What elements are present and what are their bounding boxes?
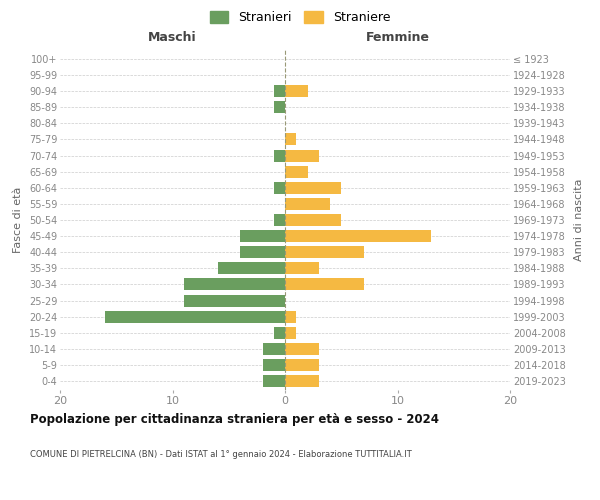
Bar xyxy=(285,150,319,162)
Bar xyxy=(263,359,285,371)
Bar xyxy=(218,262,285,274)
Bar xyxy=(285,375,319,387)
Bar xyxy=(274,327,285,339)
Bar xyxy=(184,278,285,290)
Bar xyxy=(274,214,285,226)
Bar xyxy=(285,182,341,194)
Bar xyxy=(263,375,285,387)
Bar xyxy=(285,262,319,274)
Bar xyxy=(240,246,285,258)
Bar xyxy=(105,310,285,322)
Bar xyxy=(285,134,296,145)
Bar xyxy=(274,182,285,194)
Bar xyxy=(263,343,285,355)
Bar xyxy=(285,198,330,210)
Text: Maschi: Maschi xyxy=(148,30,197,44)
Bar xyxy=(285,327,296,339)
Bar xyxy=(285,343,319,355)
Bar xyxy=(285,214,341,226)
Y-axis label: Anni di nascita: Anni di nascita xyxy=(574,179,584,261)
Bar xyxy=(274,101,285,113)
Bar xyxy=(285,246,364,258)
Bar xyxy=(240,230,285,242)
Bar xyxy=(285,85,308,97)
Bar xyxy=(285,230,431,242)
Text: COMUNE DI PIETRELCINA (BN) - Dati ISTAT al 1° gennaio 2024 - Elaborazione TUTTIT: COMUNE DI PIETRELCINA (BN) - Dati ISTAT … xyxy=(30,450,412,459)
Bar xyxy=(184,294,285,306)
Text: Popolazione per cittadinanza straniera per età e sesso - 2024: Popolazione per cittadinanza straniera p… xyxy=(30,412,439,426)
Text: Femmine: Femmine xyxy=(365,30,430,44)
Bar xyxy=(285,359,319,371)
Bar xyxy=(285,166,308,177)
Bar xyxy=(285,278,364,290)
Bar xyxy=(274,150,285,162)
Legend: Stranieri, Straniere: Stranieri, Straniere xyxy=(209,11,391,24)
Bar xyxy=(285,310,296,322)
Y-axis label: Fasce di età: Fasce di età xyxy=(13,187,23,253)
Bar xyxy=(274,85,285,97)
